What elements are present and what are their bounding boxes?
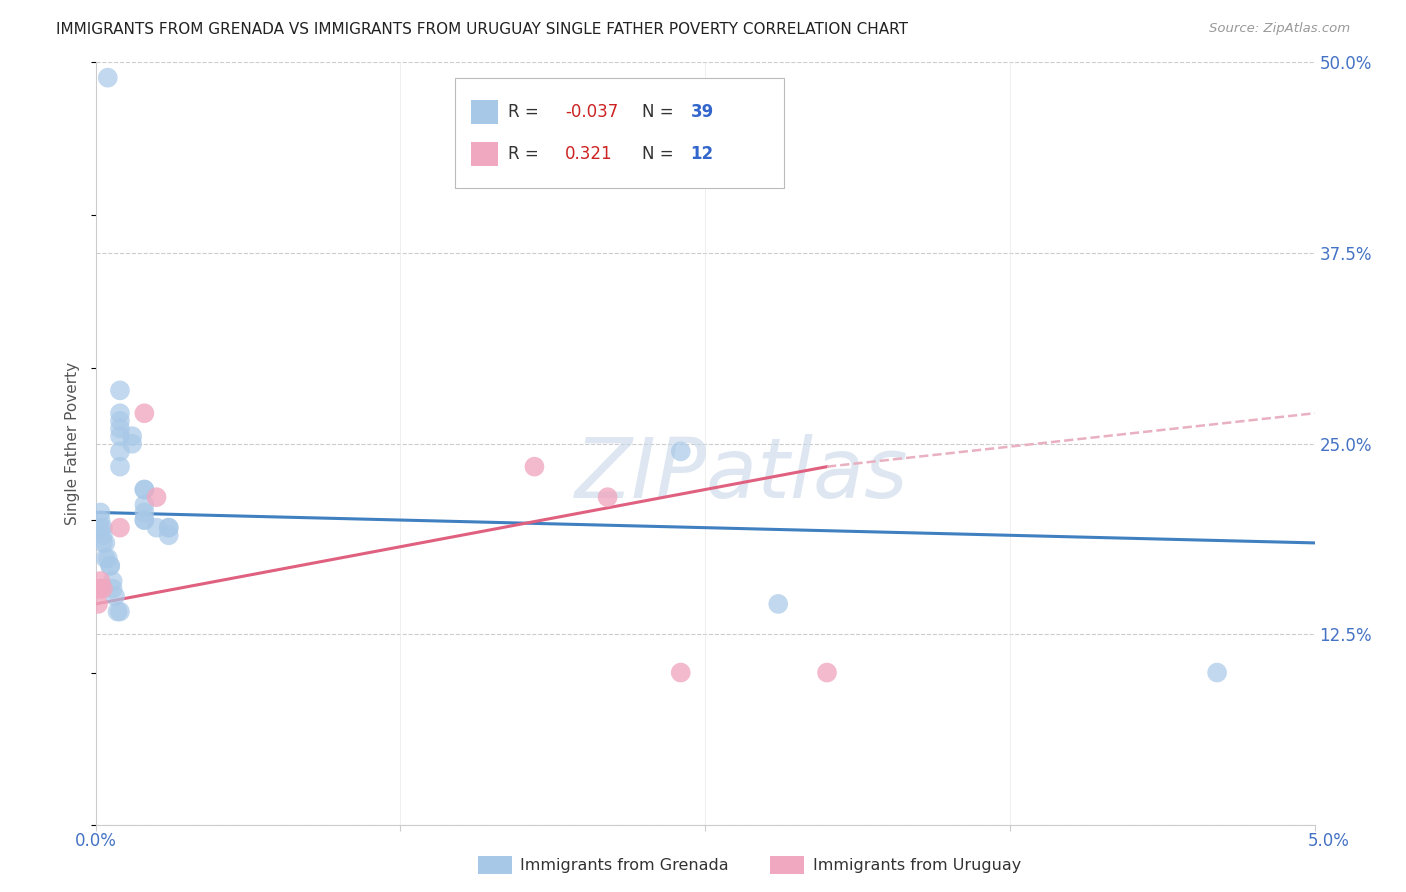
Bar <box>471 100 498 124</box>
Point <box>134 513 156 527</box>
Point <box>815 665 838 680</box>
Point <box>87 582 110 596</box>
Text: R =: R = <box>508 145 544 163</box>
Point <box>134 483 156 497</box>
Point <box>89 582 111 596</box>
Bar <box>471 142 498 166</box>
Text: 12: 12 <box>690 145 714 163</box>
Point <box>134 505 156 519</box>
Point <box>121 436 143 450</box>
Point <box>134 406 156 420</box>
Point <box>1206 665 1229 680</box>
Point <box>596 490 619 504</box>
Point <box>108 459 131 474</box>
Point <box>91 536 114 550</box>
Point <box>108 429 131 443</box>
Y-axis label: Single Father Poverty: Single Father Poverty <box>65 362 80 525</box>
Text: N =: N = <box>641 103 679 121</box>
Point <box>523 459 546 474</box>
Point <box>134 513 156 527</box>
Point <box>108 384 131 398</box>
Point <box>108 444 131 458</box>
Point <box>108 521 131 535</box>
Point <box>669 444 692 458</box>
Point <box>108 421 131 435</box>
Point <box>87 597 110 611</box>
Point <box>145 521 167 535</box>
Point <box>157 521 180 535</box>
Text: R =: R = <box>508 103 544 121</box>
Point <box>101 574 124 588</box>
Point <box>98 558 121 573</box>
Text: 0.0%: 0.0% <box>75 831 117 849</box>
Point <box>89 513 111 527</box>
Text: -0.037: -0.037 <box>565 103 619 121</box>
Point <box>98 558 121 573</box>
Point <box>157 528 180 542</box>
Text: IMMIGRANTS FROM GRENADA VS IMMIGRANTS FROM URUGUAY SINGLE FATHER POVERTY CORRELA: IMMIGRANTS FROM GRENADA VS IMMIGRANTS FR… <box>56 22 908 37</box>
Point <box>121 429 143 443</box>
Text: 5.0%: 5.0% <box>1308 831 1350 849</box>
Text: 0.321: 0.321 <box>565 145 613 163</box>
Text: Immigrants from Uruguay: Immigrants from Uruguay <box>813 858 1021 872</box>
Point <box>145 490 167 504</box>
Point <box>91 582 114 596</box>
Point <box>89 574 111 588</box>
Point <box>89 505 111 519</box>
Text: 39: 39 <box>690 103 714 121</box>
FancyBboxPatch shape <box>456 78 785 188</box>
Point <box>104 590 127 604</box>
Point <box>101 582 124 596</box>
Point <box>108 406 131 420</box>
Text: N =: N = <box>641 145 679 163</box>
Text: Immigrants from Grenada: Immigrants from Grenada <box>520 858 728 872</box>
Point <box>94 551 117 566</box>
Point <box>91 528 114 542</box>
Point <box>97 551 120 566</box>
Point <box>94 536 117 550</box>
Point <box>108 414 131 428</box>
Point <box>669 665 692 680</box>
Text: Source: ZipAtlas.com: Source: ZipAtlas.com <box>1209 22 1350 36</box>
Point <box>97 70 120 85</box>
Point <box>91 521 114 535</box>
Point <box>89 521 111 535</box>
Point <box>134 483 156 497</box>
Point <box>108 605 131 619</box>
Text: ZIPatlas: ZIPatlas <box>575 434 908 515</box>
Point <box>768 597 790 611</box>
Point <box>134 498 156 512</box>
Point <box>107 605 129 619</box>
Point <box>157 521 180 535</box>
